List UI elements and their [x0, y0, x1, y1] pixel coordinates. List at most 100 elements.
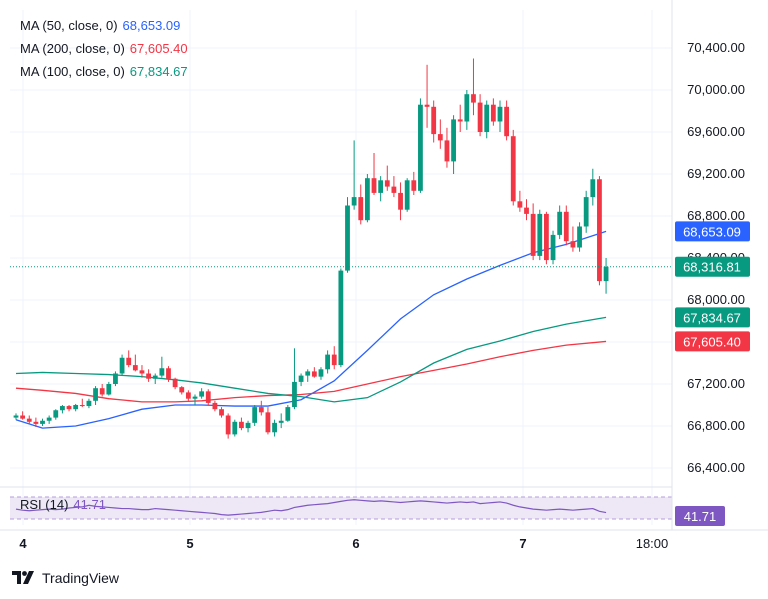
candle-body — [583, 197, 589, 227]
ma200-price-badge-bg — [675, 331, 750, 352]
candle-body — [510, 136, 516, 202]
legend-ma100-value: 67,834.67 — [129, 64, 188, 79]
candle-body — [272, 422, 277, 433]
rsi-badge: 41.71 — [684, 509, 717, 524]
candle-body — [252, 407, 258, 423]
candle-body — [524, 207, 529, 214]
candle-body — [464, 94, 470, 122]
y-tick-label: 68,800.00 — [687, 208, 745, 223]
candle-body — [570, 241, 576, 248]
indicator-legend: MA (50, close, 0) 68,653.09 MA (200, clos… — [20, 14, 188, 83]
x-tick-label: 4 — [19, 536, 27, 551]
rsi-badge-bg — [675, 506, 725, 526]
candle-body — [345, 205, 350, 271]
candle-body — [152, 375, 158, 379]
tradingview-brand-text: TradingView — [42, 570, 120, 586]
candle-body — [517, 201, 523, 208]
candle-body — [311, 371, 317, 377]
candle-body — [172, 378, 178, 388]
x-tick-label: 18:00 — [636, 536, 669, 551]
candle-body — [179, 387, 185, 393]
candle-body — [132, 365, 138, 371]
candle-body — [391, 186, 397, 193]
last-price-badge: 68,316.81 — [683, 260, 741, 275]
ma-line — [15, 316, 607, 403]
candle-body — [285, 407, 291, 421]
candle-body — [73, 405, 79, 410]
rsi-line — [15, 499, 607, 516]
rsi-pane: 41.71 — [10, 496, 725, 526]
last-price-badge-bg — [675, 256, 750, 277]
legend-ma200[interactable]: MA (200, close, 0) 67,605.40 — [20, 37, 188, 60]
tradingview-logo-icon — [12, 571, 34, 584]
candle-body — [99, 388, 105, 395]
candle-body — [53, 410, 59, 418]
rsi-legend[interactable]: RSI (14) 41.71 — [20, 497, 106, 512]
candle-body — [418, 104, 423, 191]
legend-ma100-label: MA (100, close, 0) — [20, 64, 125, 79]
candle-body — [331, 354, 337, 366]
candle-body — [185, 392, 191, 399]
candle-body — [371, 178, 377, 193]
candle-body — [258, 407, 264, 413]
tradingview-logo[interactable]: TradingView — [12, 570, 119, 586]
rsi-legend-value: 41.71 — [73, 497, 106, 512]
legend-ma100[interactable]: MA (100, close, 0) 67,834.67 — [20, 60, 188, 83]
candle-body — [603, 266, 609, 282]
candle-body — [484, 104, 490, 132]
candle-body — [212, 402, 218, 410]
y-tick-label: 70,000.00 — [687, 82, 745, 97]
candle-body — [597, 179, 602, 282]
candle-body — [60, 406, 65, 411]
ma50-price-badge-bg — [675, 221, 750, 242]
candle-body — [398, 192, 403, 210]
candle-body — [411, 180, 417, 191]
candle-body — [490, 104, 496, 122]
candle-body — [20, 415, 26, 419]
candle-body — [192, 396, 198, 399]
candle-body — [46, 417, 52, 421]
candle-body — [106, 384, 112, 395]
candles — [13, 58, 609, 439]
candle-body — [384, 180, 390, 187]
candle-body — [471, 94, 476, 103]
ma200-price-badge: 67,605.40 — [683, 334, 741, 349]
candle-body — [404, 180, 410, 210]
candle-body — [504, 106, 510, 137]
candle-body — [497, 106, 503, 122]
candle-body — [544, 213, 549, 261]
candle-body — [305, 371, 311, 376]
x-tick-label: 5 — [186, 536, 193, 551]
legend-ma200-value: 67,605.40 — [129, 41, 188, 56]
candle-body — [444, 140, 450, 162]
candle-body — [563, 211, 569, 242]
axes: 66,400.0066,800.0067,200.0067,600.0068,0… — [0, 0, 768, 551]
candle-body — [166, 368, 171, 379]
candle-body — [537, 213, 543, 256]
candle-body — [318, 369, 324, 377]
candle-body — [457, 119, 463, 122]
y-tick-label: 69,200.00 — [687, 166, 745, 181]
candle-body — [219, 409, 224, 416]
ma-line — [15, 230, 607, 429]
candle-body — [232, 421, 238, 435]
candle-body — [451, 119, 456, 162]
legend-ma50-label: MA (50, close, 0) — [20, 18, 118, 33]
candle-body — [364, 178, 370, 221]
rsi-legend-label: RSI (14) — [20, 497, 69, 512]
ma100-price-badge-bg — [675, 307, 750, 328]
candle-body — [93, 388, 98, 401]
candle-body — [126, 357, 132, 366]
candle-body — [66, 406, 72, 410]
candle-body — [239, 421, 244, 429]
candle-body — [79, 405, 85, 407]
candle-body — [550, 234, 556, 261]
candle-body — [86, 400, 92, 407]
legend-ma50[interactable]: MA (50, close, 0) 68,653.09 — [20, 14, 188, 37]
candle-body — [292, 381, 297, 408]
candle-body — [278, 420, 284, 423]
candle-body — [378, 180, 384, 193]
ma100-price-badge: 67,834.67 — [683, 310, 741, 325]
